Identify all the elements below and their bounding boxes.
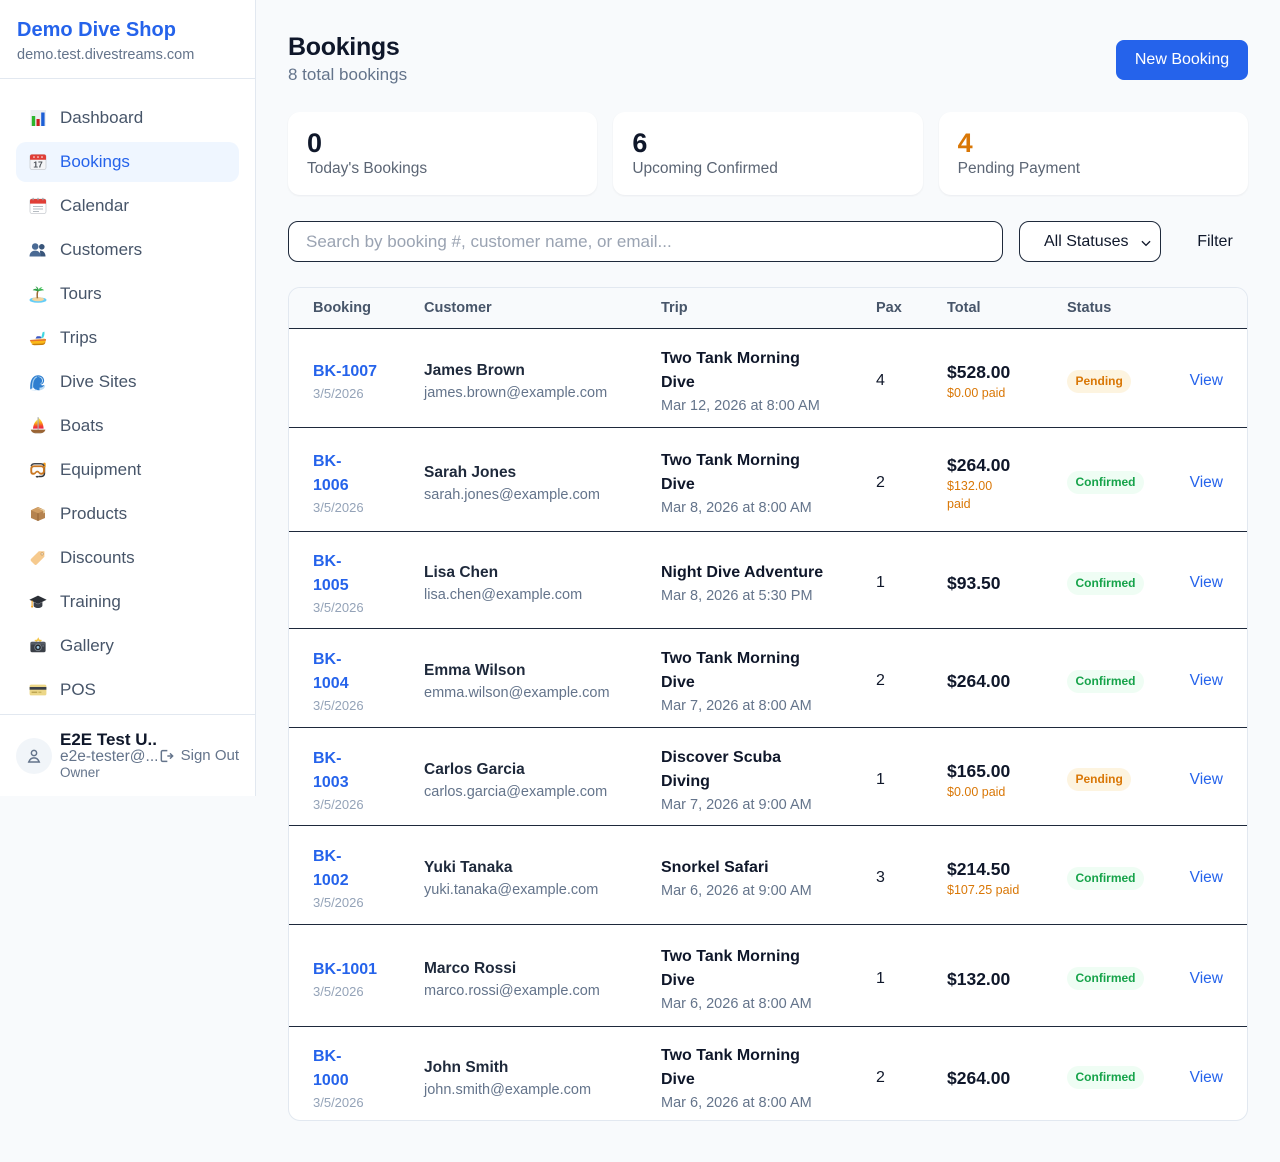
svg-text:17: 17 [33, 160, 43, 170]
